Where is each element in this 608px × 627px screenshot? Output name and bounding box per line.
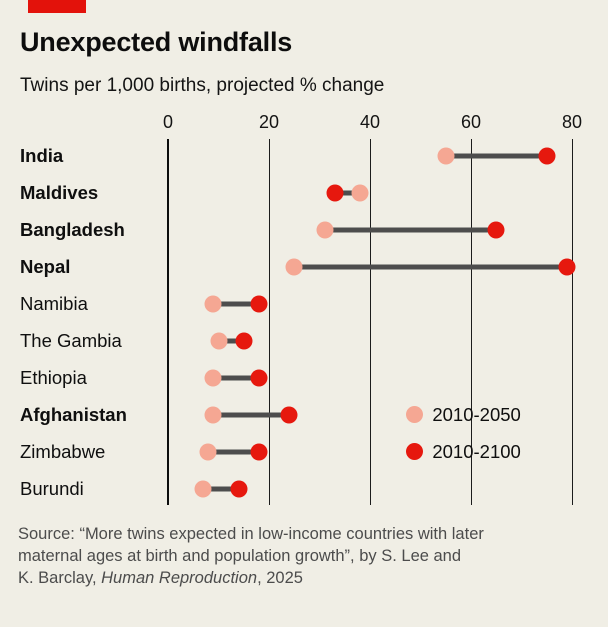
country-label: Maldives (20, 181, 99, 203)
source-line-2: maternal ages at birth and population gr… (18, 547, 462, 566)
dumbbell-chart: 0 20 40 60 80 India Maldives Bangladesh Nepal Na… (0, 105, 608, 507)
dot-2010-2100 (558, 258, 576, 275)
dot-2010-2050 (351, 184, 369, 201)
dumbbell-row: The Gambia (0, 322, 608, 359)
tick-label: 20 (258, 112, 280, 132)
row-plot (168, 285, 572, 322)
source-note: Source: “More twins expected in low-inco… (18, 523, 588, 589)
dot-2010-2050 (204, 295, 222, 312)
dumbbell-row: Zimbabwe (0, 433, 608, 470)
row-plot (168, 396, 572, 433)
country-label: Namibia (20, 292, 88, 314)
connector-line (213, 301, 259, 306)
tick-label: 40 (359, 112, 381, 132)
journal-name: Human Reproduction (101, 569, 258, 588)
page-title: Unexpected windfalls (20, 27, 293, 57)
connector-line (324, 227, 497, 232)
row-plot (168, 359, 572, 396)
connector-line (334, 190, 360, 195)
tick-label: 0 (162, 112, 174, 132)
country-label: India (20, 144, 64, 166)
connector-line (218, 338, 244, 343)
dumbbell-row: Burundi (0, 470, 608, 507)
dot-2010-2050 (316, 221, 334, 238)
country-label: Afghanistan (20, 403, 127, 425)
row-plot (168, 211, 572, 248)
country-label: The Gambia (20, 329, 122, 351)
brand-tag (28, 0, 86, 13)
dot-2010-2050 (199, 443, 217, 460)
tick-label: 80 (561, 112, 583, 132)
dumbbell-row: Maldives (0, 174, 608, 211)
row-plot (168, 137, 572, 174)
connector-line (208, 449, 259, 454)
country-label: Nepal (20, 255, 71, 277)
dot-2010-2100 (230, 480, 248, 497)
x-axis: 0 20 40 60 80 (0, 105, 608, 137)
dot-2010-2050 (204, 406, 222, 423)
country-label: Zimbabwe (20, 440, 106, 462)
dot-2010-2100 (326, 184, 344, 201)
dumbbell-row: Ethiopia (0, 359, 608, 396)
row-plot (168, 174, 572, 211)
chart-subtitle: Twins per 1,000 births, projected % chan… (20, 75, 385, 96)
connector-line (213, 375, 259, 380)
tick-label: 60 (460, 112, 482, 132)
dot-2010-2050 (204, 369, 222, 386)
dot-2010-2100 (250, 369, 268, 386)
chart-header: Unexpected windfalls Twins per 1,000 bir… (0, 0, 608, 97)
dot-2010-2100 (538, 147, 556, 164)
row-plot (168, 322, 572, 359)
axis-spacer (0, 105, 168, 137)
dot-2010-2100 (235, 332, 253, 349)
connector-line (213, 412, 290, 417)
dumbbell-row: Namibia (0, 285, 608, 322)
dot-2010-2100 (280, 406, 298, 423)
dot-2010-2100 (250, 295, 268, 312)
connector-line (203, 486, 239, 491)
dot-2010-2050 (210, 332, 227, 349)
country-label: Burundi (20, 477, 84, 499)
row-plot (168, 248, 576, 285)
country-label: Ethiopia (20, 366, 87, 388)
dot-2010-2050 (285, 258, 303, 275)
connector-line (294, 264, 567, 269)
dumbbell-row: Nepal (0, 248, 608, 285)
row-plot (168, 470, 572, 507)
row-plot (168, 433, 572, 470)
connector-line (445, 153, 547, 158)
dot-2010-2050 (437, 147, 455, 164)
source-line-3: K. Barclay, Human Reproduction, 2025 (18, 569, 303, 588)
plot-area: India Maldives Bangladesh Nepal Namibia The G… (0, 137, 608, 507)
axis-tick-area: 0 20 40 60 80 (163, 105, 582, 137)
country-label: Bangladesh (20, 218, 125, 240)
source-line-1: Source: “More twins expected in low-inco… (18, 525, 484, 543)
dot-2010-2100 (250, 443, 268, 460)
dot-2010-2100 (487, 221, 505, 238)
chart-rows: India Maldives Bangladesh Nepal Namibia The G… (0, 137, 608, 507)
dumbbell-row: Afghanistan (0, 396, 608, 433)
dot-2010-2050 (194, 480, 212, 497)
dumbbell-row: India (0, 137, 608, 174)
dumbbell-row: Bangladesh (0, 211, 608, 248)
